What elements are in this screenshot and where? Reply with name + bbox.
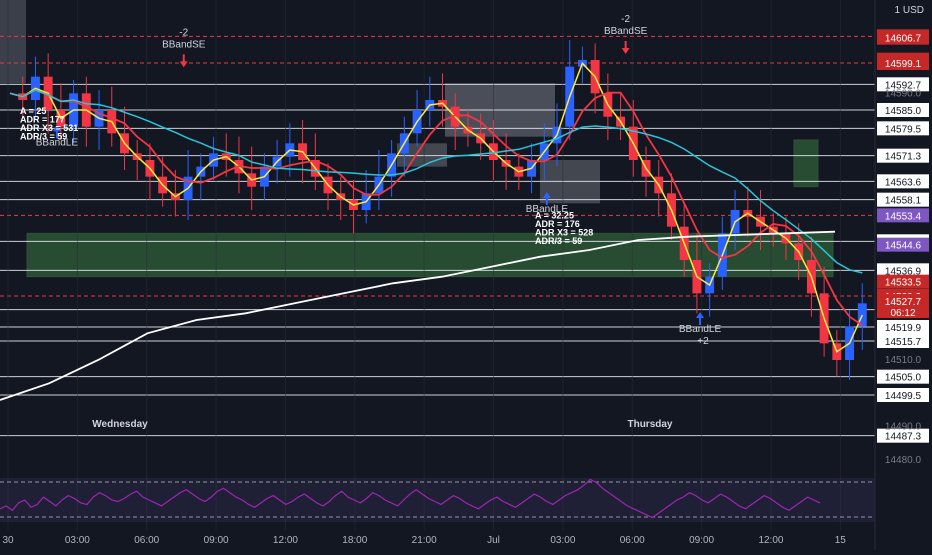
price-level-tag: 14585.0 xyxy=(885,106,922,117)
signal-label: -2 xyxy=(179,27,188,38)
signal-label: +2 xyxy=(697,336,709,347)
price-level-tag: 14592.7 xyxy=(885,80,922,91)
current-price-bg xyxy=(877,294,929,318)
red-level-tag: 14599.1 xyxy=(885,59,922,70)
buy-arrow xyxy=(52,125,61,139)
info-text: ADR X3 = 528 xyxy=(535,228,593,238)
price-level-tag-bg xyxy=(877,121,929,136)
time-tick-label: 06:00 xyxy=(620,535,645,546)
info-text: ADR = 177 xyxy=(20,115,65,125)
day-label: Thursday xyxy=(627,419,672,430)
red-level-tag: 14533.5 xyxy=(885,278,922,289)
price-level-tag: 14505.0 xyxy=(885,373,922,384)
price-level-tag: 14515.7 xyxy=(885,337,922,348)
price-level-tag-bg xyxy=(877,428,929,443)
info-text: ADR = 176 xyxy=(535,219,580,229)
price-tick-label: 14510.0 xyxy=(885,355,922,366)
price-tick-label: 14490.0 xyxy=(885,422,922,433)
price-level-tag-bg xyxy=(877,77,929,92)
rsi-pane xyxy=(0,478,875,522)
time-tick-label: 03:00 xyxy=(65,535,90,546)
purple-level-tag: 14553.4 xyxy=(885,211,922,222)
ma-mid-line xyxy=(9,89,863,327)
time-tick-label: 09:00 xyxy=(204,535,229,546)
red-level-tag-bg xyxy=(877,30,929,45)
ma-slow-line xyxy=(9,89,863,274)
price-level-tag-bg xyxy=(877,263,929,278)
time-tick-label: 21:00 xyxy=(412,535,437,546)
buy-arrow xyxy=(696,312,704,325)
purple-level-tag-bg xyxy=(877,208,929,223)
time-tick-label: 12:00 xyxy=(273,535,298,546)
red-level-tag-bg xyxy=(877,274,929,289)
red-level-tag-bg xyxy=(877,56,929,70)
price-level-tag: 14536.9 xyxy=(885,266,922,277)
price-tick-label: 14480.0 xyxy=(885,455,922,466)
currency-label: 1 USD xyxy=(894,5,924,16)
price-level-tag-bg xyxy=(877,388,929,402)
time-tick-label: 30 xyxy=(2,535,14,546)
time-tick-label: Jul xyxy=(487,535,500,546)
signal-label: BBandLE xyxy=(36,137,79,148)
sell-arrow xyxy=(621,41,630,54)
price-level-tag: 14499.5 xyxy=(885,391,922,402)
day-label: Wednesday xyxy=(92,419,148,430)
purple-level-tag: 14544.6 xyxy=(885,241,922,252)
buy-arrow xyxy=(542,192,551,205)
info-text: ADR/3 = 59 xyxy=(535,236,582,246)
info-text: ADR X3 = 531 xyxy=(20,123,78,133)
price-level-tag-bg xyxy=(877,320,929,334)
signal-label: BBandSE xyxy=(162,39,206,50)
info-text: A = 32.25 xyxy=(535,211,574,221)
price-level-tag: 14487.3 xyxy=(885,432,922,443)
time-tick-label: 18:00 xyxy=(342,535,367,546)
countdown-label: 06:12 xyxy=(890,308,915,319)
price-level-tag: 14519.9 xyxy=(885,323,922,334)
time-tick-label: 03:00 xyxy=(550,535,575,546)
ma-long-line xyxy=(0,230,836,401)
time-tick-label: 09:00 xyxy=(689,535,714,546)
ma-fast-line xyxy=(9,61,863,353)
info-text: A = 25 xyxy=(20,106,46,116)
price-level-tag-bg xyxy=(877,334,929,348)
price-level-tag-bg xyxy=(877,192,929,207)
price-level-tag-bg xyxy=(877,148,929,163)
signal-label: -2 xyxy=(621,14,630,25)
purple-level-tag-bg xyxy=(877,237,929,252)
signal-label: BBandLE xyxy=(679,324,722,335)
rsi-line xyxy=(0,478,821,519)
price-level-tag: 14579.5 xyxy=(885,124,922,135)
signal-label: BBandLE xyxy=(526,204,569,215)
current-price-label: 14527.7 xyxy=(885,297,922,308)
price-tick-label: 14590.0 xyxy=(885,88,922,99)
price-level-tag-bg xyxy=(877,369,929,384)
signal-label: BBandSE xyxy=(604,26,648,37)
time-tick-label: 06:00 xyxy=(134,535,159,546)
info-text: ADR/3 = 59 xyxy=(20,132,67,142)
price-level-tag-bg xyxy=(877,174,929,189)
red-level-tag: 14606.7 xyxy=(885,34,922,45)
price-level-tag: 14558.1 xyxy=(885,196,922,207)
price-level-tag: 14571.3 xyxy=(885,152,922,163)
price-level-tag-bg xyxy=(877,103,929,117)
time-tick-label: 15 xyxy=(835,535,847,546)
sell-arrow xyxy=(179,54,188,68)
grey-zone-left xyxy=(0,0,26,84)
time-tick-label: 12:00 xyxy=(758,535,783,546)
price-level-tag: 14563.6 xyxy=(885,177,922,188)
target-zone xyxy=(793,139,819,188)
